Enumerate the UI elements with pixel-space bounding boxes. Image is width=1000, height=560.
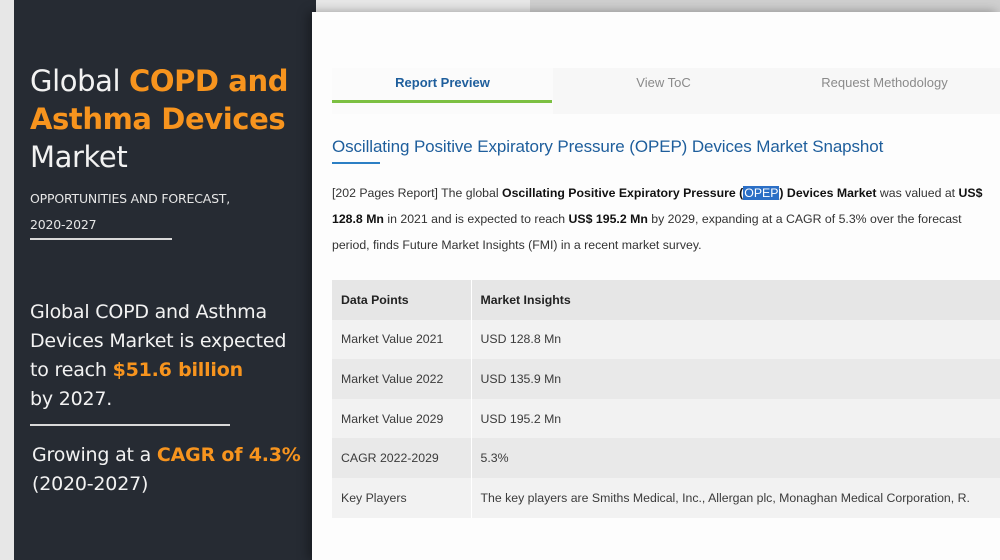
column-header: Data Points	[332, 280, 472, 320]
table-row: CAGR 2022-2029 5.3%	[332, 438, 1000, 478]
data-point-cell: CAGR 2022-2029	[332, 438, 472, 478]
paragraph-text: [202 Pages Report] The global	[332, 186, 502, 200]
banner-growth: Growing at a CAGR of 4.3% (2020-2027)	[32, 441, 301, 499]
banner-cagr: CAGR of 4.3%	[156, 444, 301, 466]
banner-statement-line: to reach	[30, 359, 113, 381]
table-row: Key Players The key players are Smiths M…	[332, 477, 1000, 518]
paragraph-product-name: Oscillating Positive Expiratory Pressure…	[502, 186, 744, 200]
banner-title: Global COPD and Asthma Devices Market	[30, 62, 288, 176]
table-row: Market Value 2021 USD 128.8 Mn	[332, 319, 1000, 360]
banner-statement: Global COPD and Asthma Devices Market is…	[30, 298, 286, 414]
tab-bar: Report Preview View ToC Request Methodol…	[332, 68, 1000, 114]
banner-growth-years: (2020-2027)	[32, 473, 149, 495]
banner-subtitle-line: 2020-2027	[30, 217, 97, 232]
divider	[30, 424, 230, 426]
paragraph-value-2029: US$ 195.2 Mn	[568, 212, 648, 226]
data-point-cell: Market Value 2021	[332, 319, 472, 360]
banner-title-text: Global	[30, 64, 129, 98]
banner-title-highlight: Asthma Devices	[30, 102, 286, 136]
divider	[30, 238, 172, 240]
insight-cell: USD 135.9 Mn	[471, 359, 1000, 399]
banner-title-text: Market	[30, 140, 128, 174]
web-page-panel: Report Preview View ToC Request Methodol…	[312, 12, 1000, 560]
banner-market-value: $51.6 billion	[112, 359, 244, 381]
tab-report-preview[interactable]: Report Preview	[332, 68, 553, 114]
tab-view-toc[interactable]: View ToC	[636, 75, 691, 90]
table-row: Market Value 2022 USD 135.9 Mn	[332, 359, 1000, 399]
table-row: Market Value 2029 USD 195.2 Mn	[332, 398, 1000, 439]
banner-subtitle: OPPORTUNITIES AND FORECAST, 2020-2027	[30, 186, 230, 238]
banner-statement-line: Global COPD and Asthma	[30, 301, 267, 323]
background-strip	[530, 0, 1000, 14]
title-underline	[332, 162, 380, 164]
banner-statement-line: Devices Market is expected	[30, 330, 287, 352]
banner-growth-text: Growing at a	[32, 444, 157, 466]
paragraph-text: by 2029, expanding at a CAGR of 5.3% ove…	[332, 212, 962, 252]
banner-title-highlight: COPD and	[128, 64, 289, 98]
market-insights-table: Data Points Market Insights Market Value…	[332, 280, 1000, 518]
promo-banner: Global COPD and Asthma Devices Market OP…	[14, 0, 316, 560]
snapshot-title: Oscillating Positive Expiratory Pressure…	[332, 137, 884, 156]
tab-request-methodology[interactable]: Request Methodology	[821, 75, 948, 90]
banner-statement-line: by 2027.	[30, 388, 113, 410]
insight-cell: 5.3%	[471, 438, 1000, 478]
active-tab-indicator	[332, 100, 552, 103]
selected-text[interactable]: OPEP	[743, 186, 780, 200]
paragraph-text: was valued at	[876, 186, 959, 200]
insight-cell: USD 128.8 Mn	[471, 319, 1000, 360]
data-point-cell: Key Players	[332, 477, 472, 518]
banner-subtitle-line: OPPORTUNITIES AND FORECAST,	[30, 191, 231, 206]
table-header-row: Data Points Market Insights	[332, 280, 1000, 320]
data-point-cell: Market Value 2022	[332, 359, 472, 399]
insight-cell: The key players are Smiths Medical, Inc.…	[471, 477, 1000, 518]
insight-cell: USD 195.2 Mn	[471, 398, 1000, 439]
snapshot-paragraph: [202 Pages Report] The global Oscillatin…	[332, 180, 987, 258]
paragraph-product-name: ) Devices Market	[779, 186, 877, 200]
data-point-cell: Market Value 2029	[332, 398, 472, 439]
column-header: Market Insights	[471, 280, 1000, 320]
paragraph-text: in 2021 and is expected to reach	[383, 212, 569, 226]
paragraph-value-2021: US$ 128.8 Mn	[332, 186, 983, 226]
